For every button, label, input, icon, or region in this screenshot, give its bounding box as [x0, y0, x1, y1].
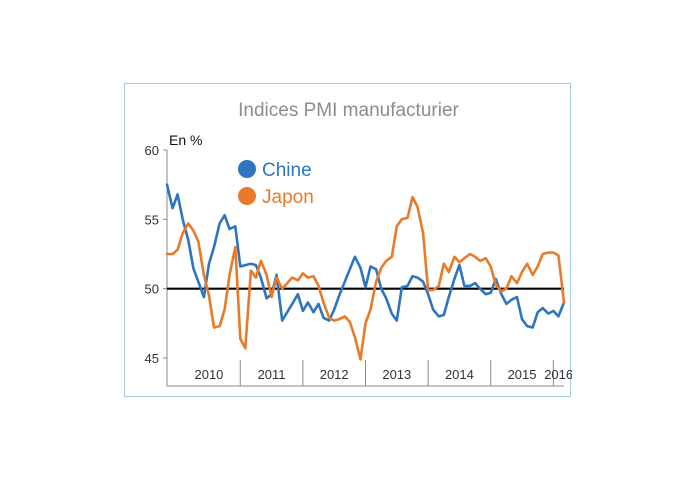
x-tick-label: 2013 — [382, 367, 411, 382]
axes — [163, 149, 564, 387]
x-tick-label: 2010 — [194, 367, 223, 382]
x-tick-label: 2016 — [544, 367, 572, 382]
legend-marker-japon — [238, 187, 256, 205]
labels: 45 50 55 60 2010 2011 2012 2013 2014 2015 2016 En %… — [145, 132, 572, 382]
y-tick-label: 45 — [145, 351, 159, 366]
series-line-chine — [165, 183, 566, 329]
series-line-japon — [165, 195, 566, 361]
y-tick-label: 50 — [145, 282, 159, 297]
chart-title: Indices PMI manufacturier — [238, 100, 459, 121]
chart-frame: Indices PMI manufacturier 45 50 55 60 2010 20… — [124, 83, 572, 397]
x-tick-label: 2011 — [258, 367, 286, 382]
x-tick-label: 2012 — [320, 367, 349, 382]
legend-marker-chine — [238, 160, 256, 178]
x-tick-label: 2014 — [445, 367, 474, 382]
y-tick-label: 55 — [145, 212, 159, 227]
x-tick-label: 2015 — [508, 367, 537, 382]
legend-label-chine: Chine — [262, 160, 312, 181]
legend-label-japon: Japon — [262, 187, 314, 208]
chart-svg: 45 50 55 60 2010 2011 2012 2013 2014 2015 2016 En %… — [145, 132, 572, 387]
y-tick-label: 60 — [145, 143, 159, 158]
series-layer — [165, 183, 566, 361]
y-axis-unit: En % — [169, 132, 202, 148]
